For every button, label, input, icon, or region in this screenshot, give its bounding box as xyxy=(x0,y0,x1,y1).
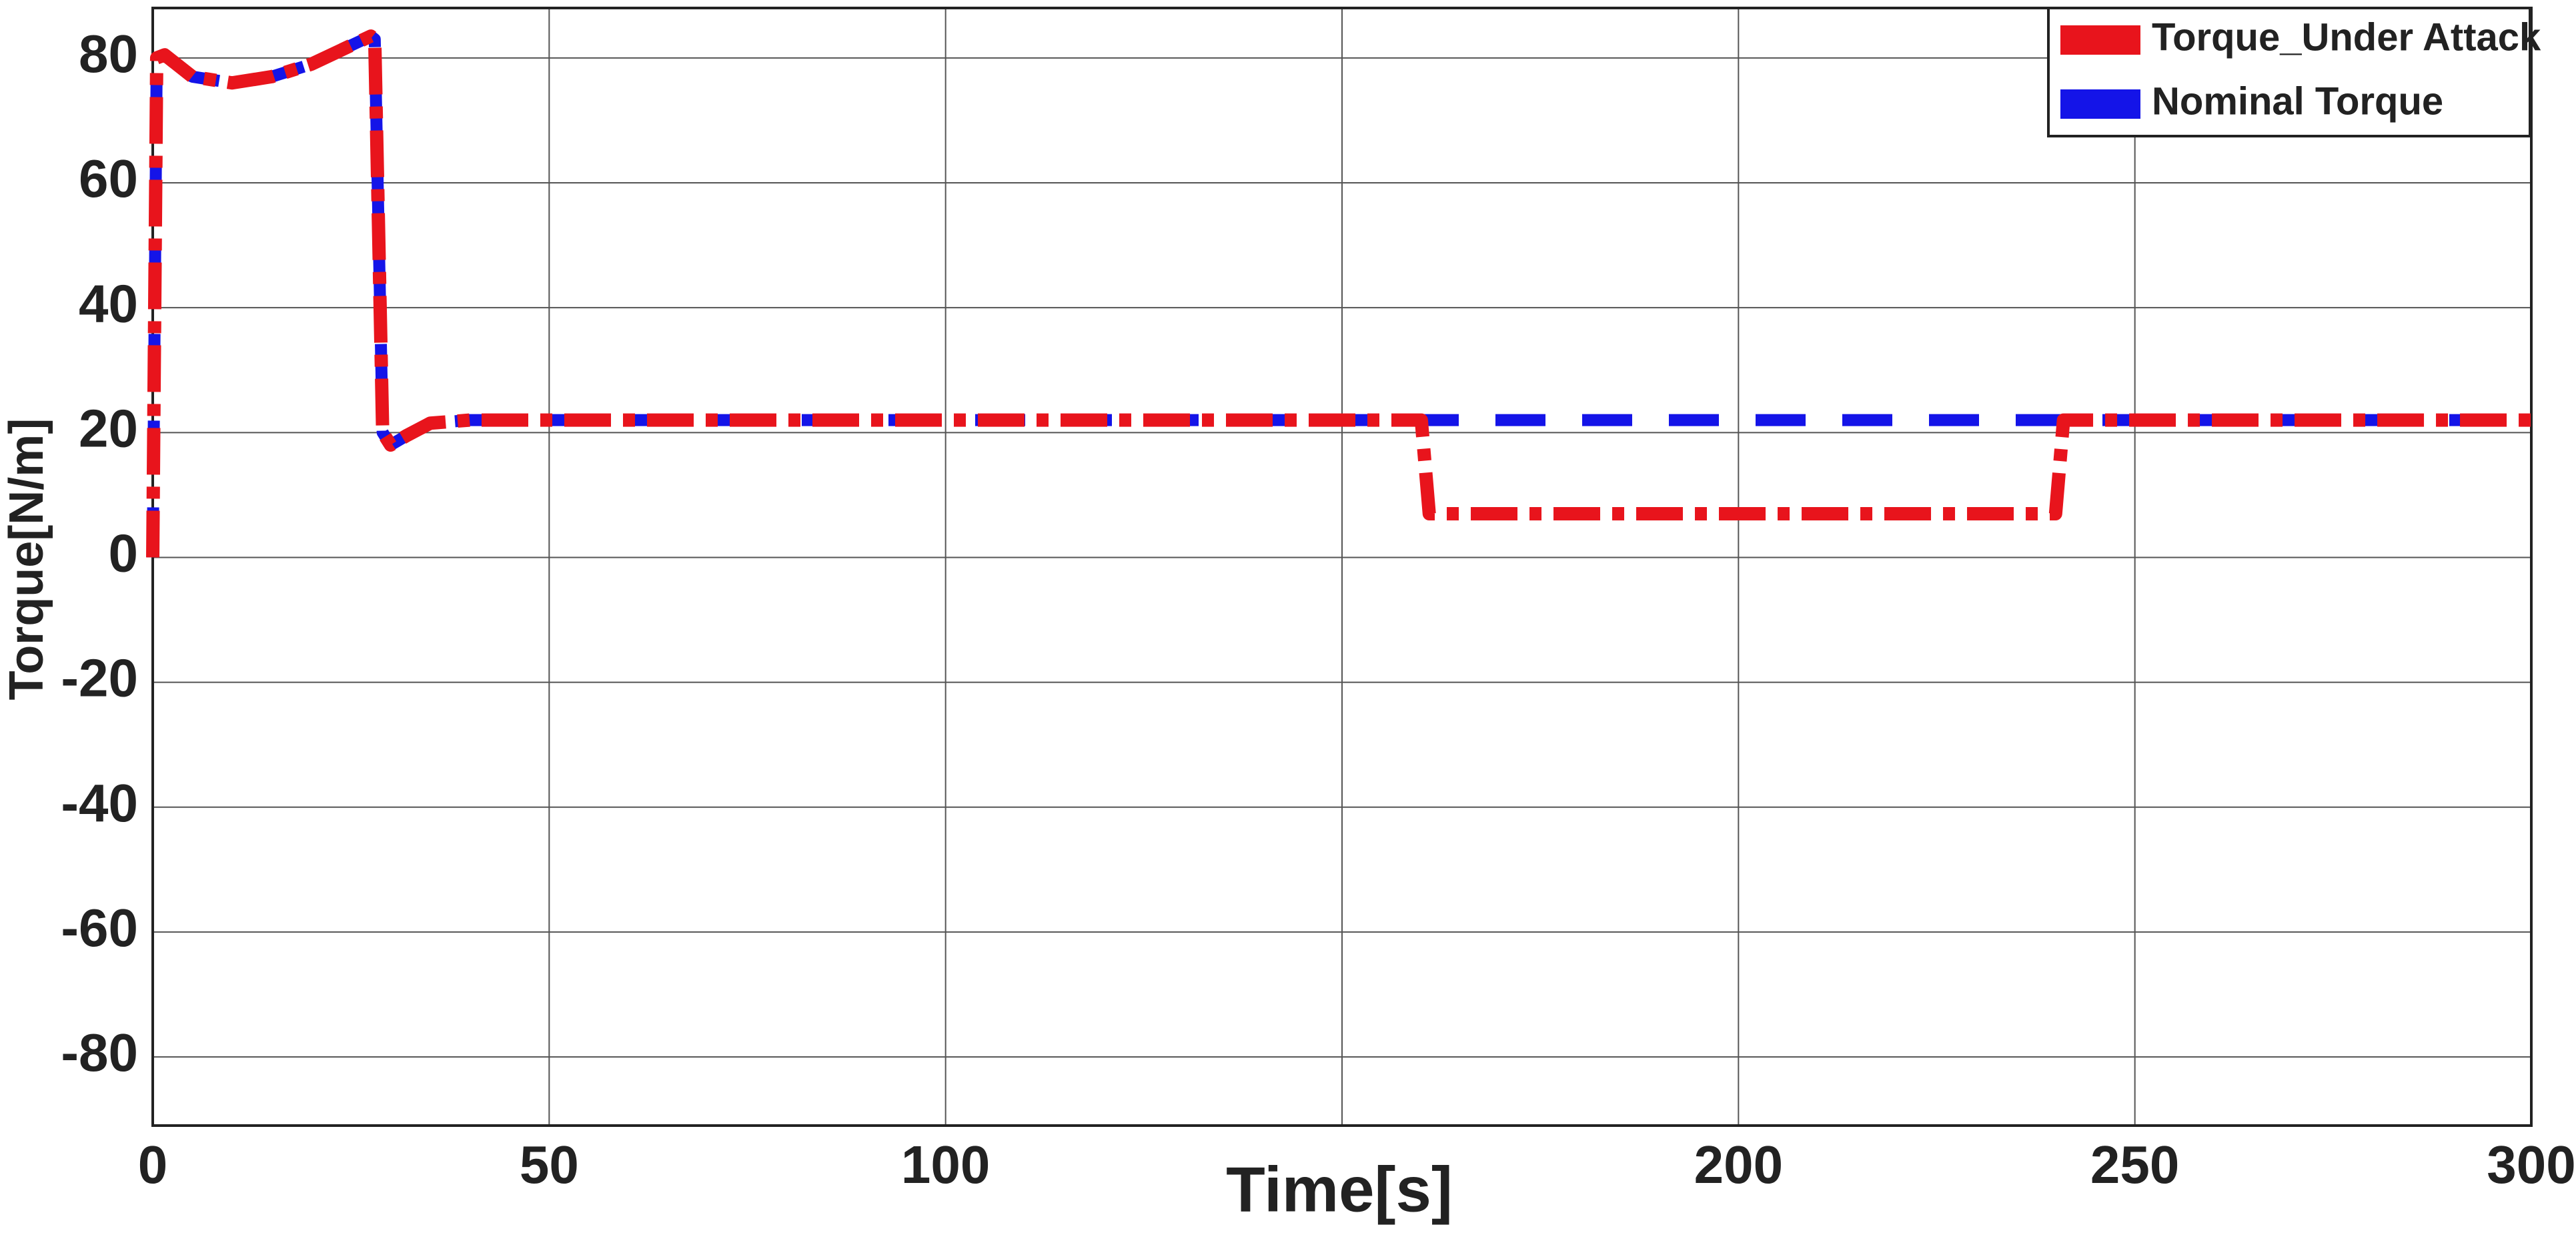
x-tick-label: 100 xyxy=(901,1135,990,1194)
y-tick-label: 60 xyxy=(79,149,138,208)
y-tick-label: -40 xyxy=(61,773,138,833)
x-tick-label: 250 xyxy=(2090,1135,2179,1194)
y-tick-label: 20 xyxy=(79,398,138,458)
legend-swatch xyxy=(2060,25,2140,55)
legend-label: Torque_Under Attack xyxy=(2152,15,2541,59)
y-tick-label: 40 xyxy=(79,274,138,333)
y-tick-label: -60 xyxy=(61,898,138,957)
y-tick-label: -20 xyxy=(61,649,138,708)
x-tick-label: 50 xyxy=(520,1135,579,1194)
x-axis-label: Time[s] xyxy=(1226,1154,1453,1225)
plot-frame xyxy=(151,7,2533,1127)
y-axis-label: Torque[N/m] xyxy=(0,418,53,701)
legend-label: Nominal Torque xyxy=(2152,79,2443,123)
legend-swatch xyxy=(2060,89,2140,119)
x-tick-label: 200 xyxy=(1694,1135,1783,1194)
y-tick-label: 80 xyxy=(79,24,138,83)
x-tick-label: 0 xyxy=(138,1135,168,1194)
series-line xyxy=(146,29,2531,558)
x-tick-label: 300 xyxy=(2487,1135,2575,1194)
y-tick-label: 0 xyxy=(109,524,139,583)
y-tick-label: -80 xyxy=(61,1023,138,1082)
